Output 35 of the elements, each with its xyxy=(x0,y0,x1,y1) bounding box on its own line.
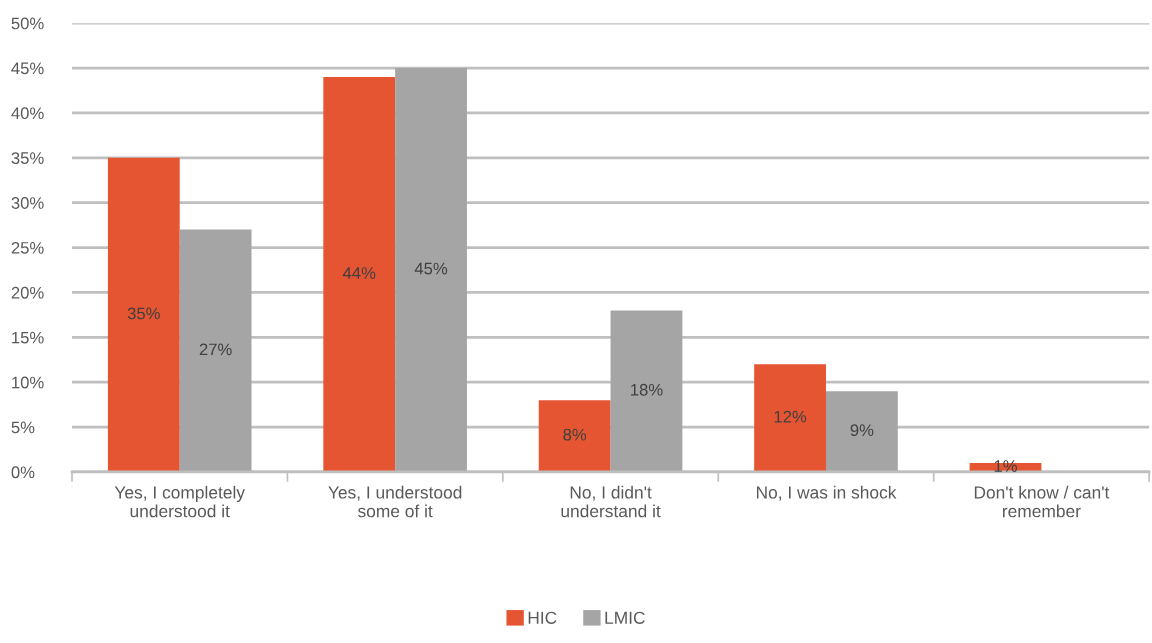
bar xyxy=(754,364,826,472)
y-tick-label: 50% xyxy=(11,17,44,30)
y-tick-label: 25% xyxy=(11,241,44,254)
bar xyxy=(825,391,898,472)
bar xyxy=(610,310,683,472)
bar xyxy=(538,400,611,472)
data-label: 27% xyxy=(199,343,232,356)
y-tick-label: 35% xyxy=(11,152,44,164)
data-label: 8% xyxy=(563,428,587,441)
y-tick-label: 5% xyxy=(11,421,35,434)
data-label: 1% xyxy=(994,460,1017,472)
legend-label: HIC xyxy=(528,611,557,624)
x-tick-label: Yes, I understood some of it xyxy=(328,485,462,518)
y-tick-label: 30% xyxy=(11,197,44,209)
y-tick-label: 0% xyxy=(11,466,35,479)
y-tick-label: 15% xyxy=(12,331,44,344)
data-label: 18% xyxy=(631,383,663,396)
y-tick-label: 10% xyxy=(12,376,44,389)
y-tick-label: 40% xyxy=(11,107,44,120)
bar xyxy=(179,229,252,472)
bar xyxy=(395,68,467,472)
bar xyxy=(323,77,396,472)
data-label: 9% xyxy=(850,424,874,437)
data-label: 35% xyxy=(127,307,160,320)
x-tick-label: Don't know / can't remember xyxy=(974,485,1110,518)
x-tick-label: Yes, I completely understood it xyxy=(114,485,245,518)
x-tick-label: No, I didn't understand it xyxy=(561,485,661,518)
bar xyxy=(107,157,180,472)
data-label: 12% xyxy=(774,410,807,423)
x-tick-label: No, I was in shock xyxy=(756,485,897,501)
data-label: 45% xyxy=(414,262,448,275)
data-label: 44% xyxy=(342,267,376,279)
y-tick-label: 45% xyxy=(11,62,44,75)
y-tick-label: 20% xyxy=(11,286,44,299)
legend-label: LMIC xyxy=(605,611,645,624)
